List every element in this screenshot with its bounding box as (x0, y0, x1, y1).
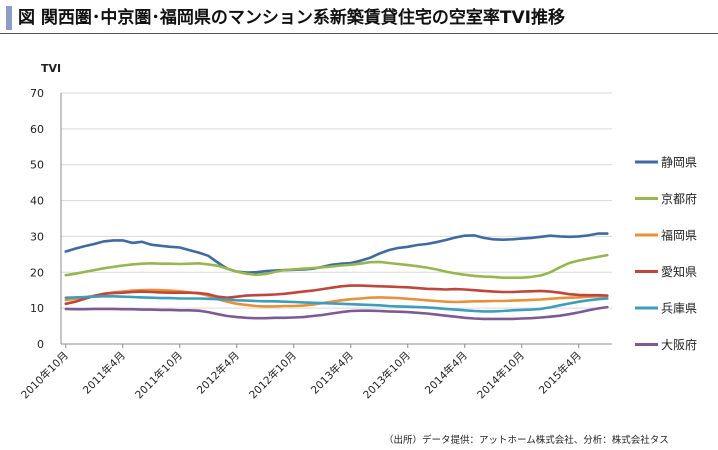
x-tick-label: 2012年4月 (194, 349, 242, 397)
x-tick-label: 2014年10月 (474, 349, 526, 401)
y-tick-label: 10 (30, 302, 44, 315)
legend-label: 福岡県 (661, 228, 697, 243)
series-line-5 (64, 294, 609, 313)
legend-label: 京都府 (661, 191, 697, 206)
y-tick-label: 20 (30, 266, 44, 279)
y-tick-label: 60 (30, 123, 44, 136)
legend-label: 大阪府 (661, 337, 697, 352)
y-tick-label: 0 (37, 338, 44, 351)
chart-series-lines (64, 232, 609, 321)
x-tick-label: 2010年10月 (18, 349, 70, 401)
x-tick-label: 2013年4月 (308, 349, 356, 397)
x-tick-label: 2012年10月 (246, 349, 298, 401)
legend-label: 静岡県 (661, 156, 697, 170)
title-bar: 図 関西圏･中京圏･福岡県のマンション系新築賃貸住宅の空室率TVI推移 (0, 0, 718, 38)
y-tick-label: 70 (30, 87, 44, 100)
x-tick-label: 2011年4月 (80, 349, 128, 397)
y-axis-title: TVI (41, 62, 61, 75)
x-axis-tick-labels: 2010年10月 2011年4月 2011年10月 2012年4月 2012年10月 20… (18, 349, 583, 401)
y-tick-label: 50 (30, 159, 44, 172)
chart-gridlines (61, 92, 612, 309)
x-tick-label: 2013年10月 (360, 349, 412, 401)
x-tick-label: 2011年10月 (132, 349, 184, 401)
title-divider (0, 33, 718, 34)
series-line-4 (64, 284, 609, 306)
series-line-1 (64, 232, 609, 274)
line-chart: 0 10 20 30 40 50 60 70 TVI 2010年10月 2011年4月 2011年… (18, 62, 697, 401)
source-note: （出所）データ提供：アットホーム株式会社、分析：株式会社タス (384, 435, 669, 446)
series-line-6 (64, 305, 609, 321)
y-tick-label: 40 (30, 195, 44, 208)
y-tick-label: 30 (30, 230, 44, 243)
legend-label: 兵庫県 (661, 302, 697, 316)
legend-label: 愛知県 (661, 265, 697, 279)
chart-axes (60, 93, 612, 348)
title-accent-bar (6, 6, 12, 30)
y-axis-tick-labels: 0 10 20 30 40 50 60 70 (30, 87, 44, 351)
x-tick-label: 2015年4月 (536, 349, 584, 397)
x-tick-label: 2014年4月 (422, 349, 470, 397)
series-line-3 (64, 288, 609, 308)
page-title: 図 関西圏･中京圏･福岡県のマンション系新築賃貸住宅の空室率TVI推移 (18, 8, 565, 28)
series-line-2 (64, 253, 609, 279)
